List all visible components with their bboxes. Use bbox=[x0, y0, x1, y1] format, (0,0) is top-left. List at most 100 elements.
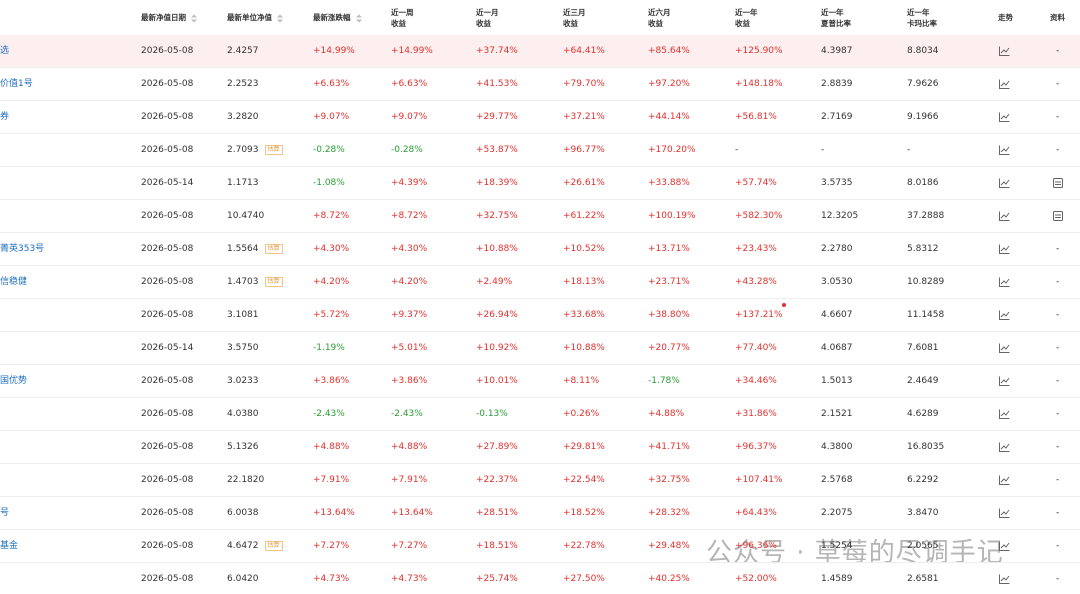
cell-m3: +79.70% bbox=[563, 79, 605, 89]
trend-icon[interactable] bbox=[999, 46, 1010, 56]
cell-m6: +33.88% bbox=[648, 178, 690, 188]
fund-name[interactable]: 基金 bbox=[0, 541, 19, 551]
cell-sharpe: 4.3987 bbox=[821, 46, 853, 56]
cell-month: +22.37% bbox=[476, 475, 518, 485]
cell-month: +2.49% bbox=[476, 277, 513, 287]
fund-name[interactable]: 国优势 bbox=[0, 376, 28, 386]
table-row[interactable]: 2026-05-08 2.7093 估算 -0.28% -0.28% +53.87% +96… bbox=[0, 134, 1080, 167]
table-row[interactable]: 价值1号 2026-05-08 2.2523 +6.63% +6.63% +41.53% +… bbox=[0, 68, 1080, 101]
cell-y1: +31.86% bbox=[735, 409, 777, 419]
cell-month: +29.77% bbox=[476, 112, 518, 122]
cell-date: 2026-05-08 bbox=[141, 442, 194, 452]
sort-icon[interactable] bbox=[355, 14, 362, 23]
cell-m3: +64.41% bbox=[563, 46, 605, 56]
cell-month: +32.75% bbox=[476, 211, 518, 221]
cell-week: +9.37% bbox=[391, 310, 428, 320]
cell-month: +18.51% bbox=[476, 541, 518, 551]
table-row[interactable]: 2026-05-08 5.1326 +4.88% +4.88% +27.89% +29.8… bbox=[0, 431, 1080, 464]
table-row[interactable]: 2026-05-08 6.0420 +4.73% +4.73% +25.74% +27.5… bbox=[0, 563, 1080, 594]
cell-nav: 10.4740 bbox=[227, 211, 265, 221]
cell-change: -1.19% bbox=[313, 343, 345, 353]
column-header[interactable]: 最新净值日期 bbox=[141, 12, 197, 23]
table-row[interactable]: 基金 2026-05-08 4.6472 估算 +7.27% +7.27% +18.51% +… bbox=[0, 530, 1080, 563]
cell-calmar: 16.8035 bbox=[907, 442, 945, 452]
info-cell: - bbox=[1056, 46, 1060, 56]
trend-icon[interactable] bbox=[999, 343, 1010, 353]
cell-calmar: 7.9626 bbox=[907, 79, 939, 89]
cell-m6: +85.64% bbox=[648, 46, 690, 56]
cell-m6: +97.20% bbox=[648, 79, 690, 89]
info-cell: - bbox=[1056, 376, 1060, 386]
cell-calmar: 4.6289 bbox=[907, 409, 939, 419]
table-row[interactable]: 选 2026-05-08 2.4257 +14.99% +14.99% +37.74% +6… bbox=[0, 35, 1080, 68]
trend-icon[interactable] bbox=[999, 442, 1010, 452]
table-row[interactable]: 2026-05-08 4.0380 -2.43% -2.43% -0.13% +0.26%… bbox=[0, 398, 1080, 431]
cell-change: +13.64% bbox=[313, 508, 355, 518]
cell-sharpe: - bbox=[821, 145, 825, 155]
cell-m6: +13.71% bbox=[648, 244, 690, 254]
sort-icon[interactable] bbox=[191, 14, 197, 23]
table-row[interactable]: 国优势 2026-05-08 3.0233 +3.86% +3.86% +10.01% +8… bbox=[0, 365, 1080, 398]
table-row[interactable]: 信稳健 2026-05-08 1.4703 估算 +4.20% +4.20% +2.49% +… bbox=[0, 266, 1080, 299]
fund-name[interactable]: 价值1号 bbox=[0, 79, 33, 89]
table-row[interactable]: 号 2026-05-08 6.0038 +13.64% +13.64% +28.51% +1… bbox=[0, 497, 1080, 530]
table-row[interactable]: 菁英353号 2026-05-08 1.5564 估算 +4.30% +4.30% +10.… bbox=[0, 233, 1080, 266]
trend-icon[interactable] bbox=[999, 574, 1010, 584]
cell-week: +4.73% bbox=[391, 574, 428, 584]
column-header[interactable]: 最新涨跌幅 bbox=[313, 12, 362, 23]
table-row[interactable]: 2026-05-08 3.1081 +5.72% +9.37% +26.94% +33.6… bbox=[0, 299, 1080, 332]
cell-m3: +22.78% bbox=[563, 541, 605, 551]
trend-icon[interactable] bbox=[999, 409, 1010, 419]
cell-calmar: 8.0186 bbox=[907, 178, 939, 188]
cell-change: +3.86% bbox=[313, 376, 350, 386]
cell-y1: +43.28% bbox=[735, 277, 777, 287]
cell-date: 2026-05-08 bbox=[141, 541, 194, 551]
cell-nav: 2.2523 bbox=[227, 79, 259, 89]
trend-icon[interactable] bbox=[999, 244, 1010, 254]
trend-icon[interactable] bbox=[999, 541, 1010, 551]
trend-icon[interactable] bbox=[999, 211, 1010, 221]
cell-m3: +26.61% bbox=[563, 178, 605, 188]
cell-m3: +96.77% bbox=[563, 145, 605, 155]
cell-change: +9.07% bbox=[313, 112, 350, 122]
cell-change: -0.28% bbox=[313, 145, 345, 155]
cell-m3: +37.21% bbox=[563, 112, 605, 122]
trend-icon[interactable] bbox=[999, 508, 1010, 518]
cell-nav: 3.0233 bbox=[227, 376, 259, 386]
trend-icon[interactable] bbox=[999, 376, 1010, 386]
trend-icon[interactable] bbox=[999, 475, 1010, 485]
cell-m6: +44.14% bbox=[648, 112, 690, 122]
trend-icon[interactable] bbox=[999, 277, 1010, 287]
fund-name[interactable]: 选 bbox=[0, 46, 10, 56]
fund-name[interactable]: 信稳健 bbox=[0, 277, 28, 287]
trend-icon[interactable] bbox=[999, 79, 1010, 89]
column-header: 近三月 收益 bbox=[563, 8, 586, 28]
trend-icon[interactable] bbox=[999, 112, 1010, 122]
table-header: 最新净值日期 最新单位净值 最新涨跌幅 近一周 收益 近一月 收益 近三月 收益 近六月 收… bbox=[0, 0, 1080, 36]
fund-name[interactable]: 号 bbox=[0, 508, 10, 518]
table-row[interactable]: 2026-05-08 10.4740 +8.72% +8.72% +32.75% +61.… bbox=[0, 200, 1080, 233]
cell-sharpe: 3.5735 bbox=[821, 178, 853, 188]
fund-name[interactable]: 菁英353号 bbox=[0, 244, 45, 254]
column-header: 近一年 夏普比率 bbox=[821, 8, 851, 28]
table-row[interactable]: 2026-05-08 22.1820 +7.91% +7.91% +22.37% +22.… bbox=[0, 464, 1080, 497]
cell-calmar: 37.2888 bbox=[907, 211, 945, 221]
cell-date: 2026-05-08 bbox=[141, 376, 194, 386]
table-row[interactable]: 券 2026-05-08 3.2820 +9.07% +9.07% +29.77% +37.… bbox=[0, 101, 1080, 134]
doc-icon[interactable] bbox=[1053, 178, 1063, 188]
table-row[interactable]: 2026-05-14 3.5750 -1.19% +5.01% +10.92% +10.8… bbox=[0, 332, 1080, 365]
cell-change: +5.72% bbox=[313, 310, 350, 320]
doc-icon[interactable] bbox=[1053, 211, 1063, 221]
table-row[interactable]: 2026-05-14 1.1713 -1.08% +4.39% +18.39% +26.6… bbox=[0, 167, 1080, 200]
sort-icon[interactable] bbox=[277, 14, 283, 23]
cell-y1: +96.37% bbox=[735, 442, 777, 452]
trend-icon[interactable] bbox=[999, 145, 1010, 155]
trend-icon[interactable] bbox=[999, 310, 1010, 320]
column-header[interactable]: 最新单位净值 bbox=[227, 12, 283, 23]
info-cell: - bbox=[1056, 145, 1060, 155]
cell-nav: 1.1713 bbox=[227, 178, 259, 188]
trend-icon[interactable] bbox=[999, 178, 1010, 188]
cell-y1: +34.46% bbox=[735, 376, 777, 386]
fund-name[interactable]: 券 bbox=[0, 112, 10, 122]
cell-nav: 2.4257 bbox=[227, 46, 259, 56]
